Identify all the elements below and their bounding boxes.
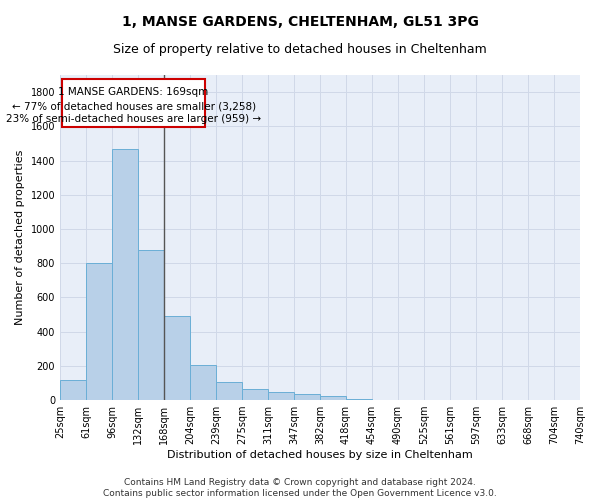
Bar	[268, 392, 294, 400]
X-axis label: Distribution of detached houses by size in Cheltenham: Distribution of detached houses by size …	[167, 450, 473, 460]
Bar	[190, 365, 216, 400]
Text: 23% of semi-detached houses are larger (959) →: 23% of semi-detached houses are larger (…	[6, 114, 261, 124]
Bar	[294, 394, 320, 400]
Text: 1 MANSE GARDENS: 169sqm: 1 MANSE GARDENS: 169sqm	[58, 87, 209, 97]
Text: Size of property relative to detached houses in Cheltenham: Size of property relative to detached ho…	[113, 42, 487, 56]
FancyBboxPatch shape	[62, 79, 205, 126]
Bar	[138, 250, 164, 400]
Bar	[216, 382, 242, 400]
Bar	[320, 396, 346, 400]
Bar	[112, 148, 138, 400]
Bar	[60, 380, 86, 400]
Text: Contains HM Land Registry data © Crown copyright and database right 2024.
Contai: Contains HM Land Registry data © Crown c…	[103, 478, 497, 498]
Bar	[164, 316, 190, 400]
Bar	[86, 263, 112, 400]
Bar	[346, 398, 372, 400]
Bar	[242, 389, 268, 400]
Y-axis label: Number of detached properties: Number of detached properties	[15, 150, 25, 325]
Text: ← 77% of detached houses are smaller (3,258): ← 77% of detached houses are smaller (3,…	[11, 102, 256, 112]
Text: 1, MANSE GARDENS, CHELTENHAM, GL51 3PG: 1, MANSE GARDENS, CHELTENHAM, GL51 3PG	[122, 15, 478, 29]
